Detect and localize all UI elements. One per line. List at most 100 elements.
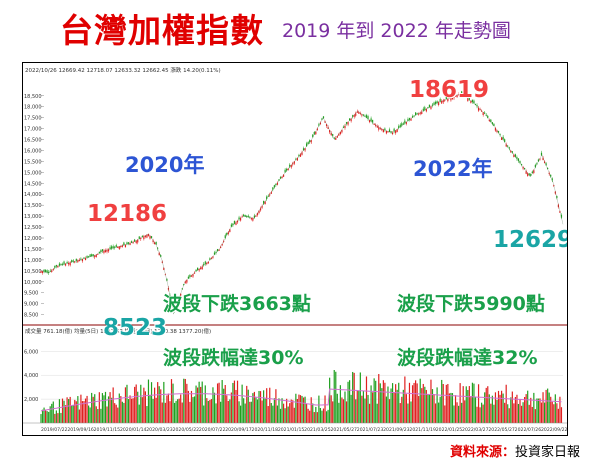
volume-bar xyxy=(281,398,283,423)
volume-bar xyxy=(94,394,96,423)
price-tick-label: 12,000 xyxy=(24,236,42,242)
candle-body xyxy=(68,262,70,265)
volume-bar xyxy=(381,388,383,423)
x-tick-label: 2019/11/15 xyxy=(94,427,121,433)
volume-bar xyxy=(542,392,544,423)
volume-bar xyxy=(247,389,249,423)
volume-bar xyxy=(368,403,371,423)
volume-bar xyxy=(163,381,165,423)
volume-bar xyxy=(289,403,291,423)
candle-body xyxy=(534,164,536,168)
candle-body xyxy=(373,123,375,125)
volume-bar xyxy=(58,399,61,423)
candle-body xyxy=(180,293,182,296)
candle-body xyxy=(405,122,407,124)
volume-bar xyxy=(329,377,331,423)
volume-bar xyxy=(439,396,441,423)
candle-body xyxy=(150,236,153,239)
index-series-line xyxy=(40,92,564,316)
volume-bar xyxy=(553,404,555,423)
volume-bar xyxy=(554,394,556,423)
volume-bar xyxy=(129,395,131,423)
volume-bar xyxy=(299,395,302,423)
volume-bar xyxy=(447,383,449,423)
volume-bar xyxy=(286,398,288,423)
candle-body xyxy=(304,148,306,151)
candle-body xyxy=(450,97,452,101)
candle-body xyxy=(367,116,369,119)
volume-bar xyxy=(140,384,142,423)
candle-body xyxy=(140,238,142,240)
volume-bar xyxy=(80,394,82,423)
candle-body xyxy=(336,135,338,138)
volume-bar xyxy=(255,397,257,423)
candle-body xyxy=(81,259,84,262)
candle-body xyxy=(201,266,203,270)
candle-body xyxy=(362,114,365,116)
candle-body xyxy=(64,263,67,266)
volume-bar xyxy=(519,399,521,423)
candle-body xyxy=(330,132,332,136)
volume-bar xyxy=(362,390,365,423)
volume-bar xyxy=(548,392,550,423)
candle-body xyxy=(339,131,341,135)
volume-bar xyxy=(434,403,437,423)
volume-bar xyxy=(130,398,133,423)
candle-body xyxy=(441,101,443,104)
volume-bar xyxy=(424,386,426,423)
candle-body xyxy=(158,252,160,256)
candle-body xyxy=(510,150,512,153)
volume-bar xyxy=(183,378,185,423)
candle-body xyxy=(130,241,133,243)
volume-bar xyxy=(497,390,500,423)
volume-bar xyxy=(273,398,275,423)
volume-bar xyxy=(235,389,237,423)
candle-body xyxy=(413,115,415,117)
volume-bar xyxy=(431,389,434,423)
volume-bar xyxy=(278,398,280,423)
volume-bar xyxy=(220,401,222,423)
candle-body xyxy=(292,163,294,165)
candle-body xyxy=(395,130,397,134)
candle-body xyxy=(309,140,311,143)
volume-bar xyxy=(471,382,474,423)
candle-body xyxy=(411,116,414,118)
candle-body xyxy=(540,152,543,156)
candle-body xyxy=(220,246,222,249)
candle-body xyxy=(192,274,194,277)
candle-body xyxy=(295,158,297,160)
x-tick-label: 2022/07/26 xyxy=(515,427,542,433)
candle-body xyxy=(135,240,137,243)
volume-bar xyxy=(520,405,523,423)
source-label: 資料來源： xyxy=(449,445,515,460)
candle-body xyxy=(275,184,277,186)
candle-body xyxy=(256,213,259,216)
candle-body xyxy=(542,157,544,160)
volume-bar xyxy=(507,404,509,423)
volume-bar xyxy=(121,401,123,423)
candle-body xyxy=(272,187,274,190)
candle-body xyxy=(551,178,553,181)
candle-body xyxy=(422,108,424,111)
volume-bar xyxy=(413,382,415,423)
candle-body xyxy=(530,173,532,177)
volume-bar xyxy=(415,380,417,423)
volume-bar xyxy=(279,408,282,423)
volume-bar xyxy=(342,399,345,423)
volume-bar xyxy=(421,388,423,423)
volume-bar xyxy=(51,403,53,423)
candle-body xyxy=(189,274,191,278)
volume-bar xyxy=(514,397,517,423)
volume-bar xyxy=(479,407,481,423)
candle-body xyxy=(522,167,524,169)
annotation-2022: 2022年 xyxy=(413,157,493,181)
price-tick-label: 18,500 xyxy=(24,94,42,100)
volume-bar xyxy=(306,403,308,423)
volume-bar xyxy=(144,391,146,423)
volume-bar xyxy=(187,390,189,423)
volume-bar xyxy=(40,414,42,423)
candle-body xyxy=(296,157,298,161)
volume-bar xyxy=(404,376,406,423)
candle-body xyxy=(421,111,423,115)
candle-body xyxy=(424,107,426,110)
